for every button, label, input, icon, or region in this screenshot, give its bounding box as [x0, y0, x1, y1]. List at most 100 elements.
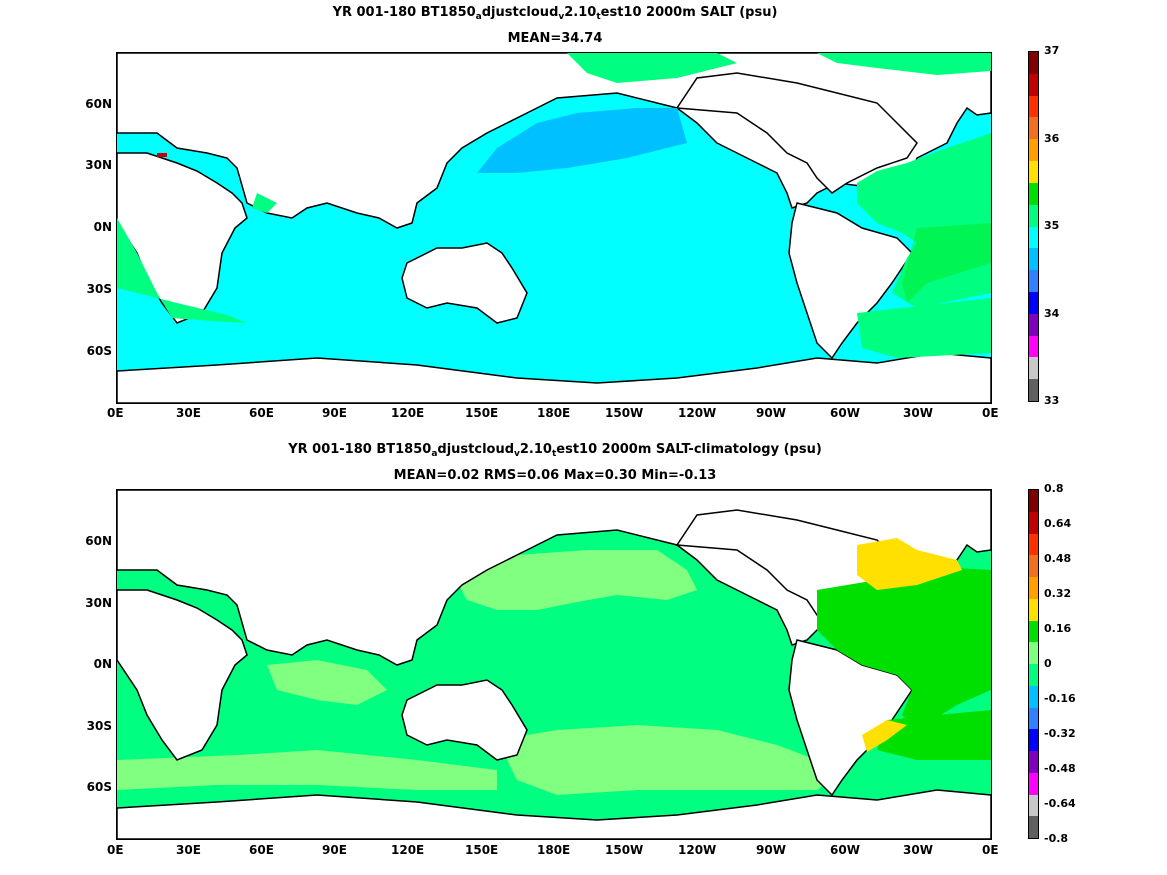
- bottom-cbar-label-1: 0.64: [1044, 517, 1072, 530]
- bottom-xtick-6: 180E: [537, 843, 571, 857]
- bottom-xtick-3: 90E: [322, 843, 347, 857]
- arctic-green-2: [817, 53, 991, 75]
- bottom-cbar-label-4: 0.16: [1044, 622, 1072, 635]
- colorbar-segment: [1029, 642, 1038, 664]
- colorbar-segment: [1029, 555, 1038, 577]
- bottom-map: [116, 489, 992, 840]
- top-cbar-label-37: 37: [1044, 44, 1060, 57]
- land-antarctica: [117, 352, 991, 403]
- colorbar-segment: [1029, 794, 1038, 817]
- top-xtick-2: 60E: [249, 406, 274, 420]
- colorbar-segment: [1029, 204, 1038, 227]
- bottom-xtick-11: 30W: [903, 843, 933, 857]
- bottom-xtick-4: 120E: [391, 843, 425, 857]
- land-africa: [117, 589, 248, 761]
- colorbar-segment: [1029, 248, 1038, 271]
- colorbar-segment: [1029, 707, 1038, 730]
- bottom-cbar-label-6: -0.16: [1044, 692, 1076, 705]
- atlantic-bright-green: [817, 568, 991, 730]
- bottom-cbar-label-3: 0.32: [1044, 587, 1072, 600]
- top-xtick-3: 90E: [322, 406, 347, 420]
- land-south-america: [788, 202, 913, 360]
- indian-south-green: [117, 218, 247, 323]
- bottom-ytick-60n: 60N: [85, 534, 112, 548]
- bottom-cbar-label-5: 0: [1044, 657, 1052, 670]
- top-cbar-label-36: 36: [1044, 132, 1060, 145]
- top-colorbar: [1028, 51, 1039, 402]
- colorbar-segment: [1029, 139, 1038, 162]
- land-australia: [401, 679, 528, 761]
- top-xtick-6: 180E: [537, 406, 571, 420]
- bottom-xtick-7: 150W: [605, 843, 644, 857]
- top-xtick-7: 150W: [605, 406, 644, 420]
- arabian-green: [252, 193, 277, 213]
- top-ytick-60s: 60S: [86, 344, 112, 358]
- bottom-cbar-label-2: 0.48: [1044, 552, 1072, 565]
- top-xtick-4: 120E: [391, 406, 425, 420]
- bottom-cbar-label-0: 0.8: [1044, 482, 1064, 495]
- bottom-stats: MEAN=0.02 RMS=0.06 Max=0.30 Min=-0.13: [393, 468, 717, 483]
- bottom-cbar-label-7: -0.32: [1044, 727, 1076, 740]
- bottom-xtick-9: 90W: [756, 843, 786, 857]
- top-xtick-1: 30E: [176, 406, 201, 420]
- colorbar-segment: [1029, 161, 1038, 183]
- land-antarctica: [117, 789, 991, 839]
- bottom-xtick-5: 150E: [465, 843, 499, 857]
- colorbar-segment: [1029, 772, 1038, 795]
- top-cbar-label-35: 35: [1044, 219, 1060, 232]
- north-pacific-blue: [477, 108, 687, 173]
- colorbar-segment: [1029, 335, 1038, 358]
- colorbar-segment: [1029, 357, 1038, 380]
- colorbar-segment: [1029, 577, 1038, 599]
- colorbar-segment: [1029, 182, 1038, 205]
- top-ytick-60n: 60N: [85, 97, 112, 111]
- colorbar-segment: [1029, 95, 1038, 118]
- bottom-ytick-30s: 30S: [86, 719, 112, 733]
- bottom-cbar-label-9: -0.64: [1044, 797, 1076, 810]
- top-xtick-11: 30W: [903, 406, 933, 420]
- colorbar-segment: [1029, 73, 1038, 96]
- arctic-green: [567, 53, 737, 83]
- colorbar-segment: [1029, 52, 1038, 74]
- top-cbar-label-34: 34: [1044, 307, 1060, 320]
- top-xtick-8: 120W: [678, 406, 717, 420]
- bottom-cbar-label-8: -0.48: [1044, 762, 1076, 775]
- bottom-ytick-30n: 30N: [85, 596, 112, 610]
- top-title: YR 001-180 BT1850adjustcloudv2.10test10 …: [332, 5, 778, 22]
- top-xtick-9: 90W: [756, 406, 786, 420]
- atlantic-band: [902, 223, 991, 303]
- southern-light: [117, 750, 497, 790]
- bottom-xtick-1: 30E: [176, 843, 201, 857]
- south-pacific-light: [497, 725, 837, 795]
- bottom-ytick-0n: 0N: [93, 657, 112, 671]
- land-australia: [401, 242, 528, 324]
- bottom-title: YR 001-180 BT1850adjustcloudv2.10test10 …: [288, 442, 822, 459]
- top-xtick-5: 150E: [465, 406, 499, 420]
- south-atlantic-green: [857, 298, 991, 358]
- colorbar-segment: [1029, 226, 1038, 249]
- colorbar-segment: [1029, 620, 1038, 643]
- top-xtick-10: 60W: [830, 406, 860, 420]
- bottom-cbar-label-10: -0.8: [1044, 832, 1069, 845]
- colorbar-segment: [1029, 117, 1038, 140]
- top-ytick-30s: 30S: [86, 282, 112, 296]
- colorbar-segment: [1029, 729, 1038, 751]
- top-ytick-30n: 30N: [85, 158, 112, 172]
- colorbar-segment: [1029, 816, 1038, 838]
- colorbar-segment: [1029, 313, 1038, 336]
- top-stats: MEAN=34.74: [507, 31, 603, 46]
- indian-light: [267, 660, 387, 705]
- top-xtick-0: 0E: [107, 406, 124, 420]
- colorbar-segment: [1029, 490, 1038, 512]
- bottom-colorbar: [1028, 489, 1039, 839]
- colorbar-segment: [1029, 511, 1038, 534]
- colorbar-segment: [1029, 533, 1038, 556]
- bottom-xtick-0: 0E: [107, 843, 124, 857]
- top-map: [116, 52, 992, 404]
- bottom-xtick-12: 0E: [982, 843, 999, 857]
- bottom-xtick-2: 60E: [249, 843, 274, 857]
- colorbar-segment: [1029, 598, 1038, 621]
- top-cbar-label-33: 33: [1044, 394, 1060, 407]
- colorbar-segment: [1029, 379, 1038, 401]
- bottom-xtick-8: 120W: [678, 843, 717, 857]
